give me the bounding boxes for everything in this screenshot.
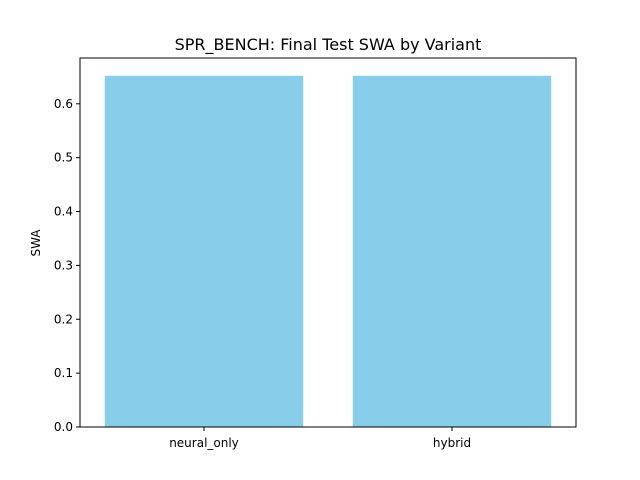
y-tick-label: 0.0 — [54, 420, 73, 434]
y-tick-label: 0.5 — [54, 151, 73, 165]
x-tick-label: neural_only — [169, 436, 239, 450]
y-tick-label: 0.3 — [54, 258, 73, 272]
plot-frame — [79, 57, 577, 428]
y-tick-label: 0.2 — [54, 312, 73, 326]
y-tick-label: 0.1 — [54, 366, 73, 380]
y-axis-label: SWA — [29, 229, 43, 257]
axes-group: 0.0 0.1 0.2 0.3 0.4 0.5 0.6 neural_only hybrid — [54, 57, 577, 450]
chart-title: SPR_BENCH: Final Test SWA by Variant — [175, 35, 482, 55]
x-tick-label: hybrid — [433, 436, 471, 450]
y-tick-label: 0.6 — [54, 97, 73, 111]
bar-hybrid — [352, 75, 552, 427]
bars-group — [104, 75, 552, 427]
bar-neural-only — [104, 75, 304, 427]
y-tick-label: 0.4 — [54, 205, 73, 219]
